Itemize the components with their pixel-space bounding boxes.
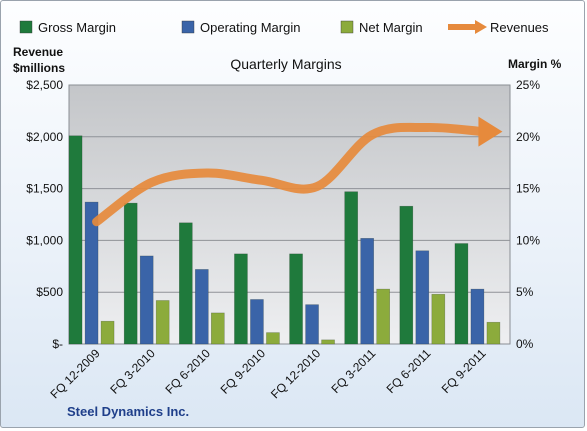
bar — [305, 304, 319, 345]
bar — [179, 222, 193, 345]
left-tick-label: $1,500 — [26, 182, 63, 196]
bar — [289, 253, 303, 345]
bar — [399, 205, 414, 345]
company-name: Steel Dynamics Inc. — [67, 404, 189, 419]
bar — [250, 299, 264, 345]
category-label: FQ 9-2011 — [439, 346, 489, 396]
bar — [376, 288, 390, 345]
bar — [470, 288, 485, 345]
left-tick-label: $2,500 — [26, 78, 63, 92]
category-label: FQ 6-2010 — [162, 346, 213, 397]
bar — [68, 135, 83, 345]
revenue-line — [92, 122, 487, 227]
bar — [195, 269, 209, 345]
left-axis-title-line-2: $millions — [13, 61, 65, 75]
bar — [431, 293, 446, 345]
right-tick-label: 10% — [516, 233, 540, 247]
legend-swatch — [19, 20, 33, 34]
revenue-arrowhead — [478, 116, 503, 147]
bar — [211, 312, 225, 345]
right-tick-label: 5% — [516, 285, 534, 299]
category-label: FQ 3-2011 — [328, 346, 378, 396]
bar — [234, 253, 248, 345]
left-axis-title-line-1: Revenue — [13, 45, 63, 59]
category-label: FQ 12-2009 — [47, 346, 102, 401]
bar — [454, 243, 469, 345]
left-tick-label: $- — [52, 337, 63, 351]
bar — [344, 191, 358, 345]
legend-label: Revenues — [490, 20, 549, 35]
right-tick-label: 0% — [516, 337, 534, 351]
right-tick-label: 20% — [516, 130, 540, 144]
bar — [321, 339, 335, 345]
legend-swatch — [181, 20, 195, 34]
legend-label: Net Margin — [359, 20, 423, 35]
left-tick-label: $1,000 — [26, 233, 63, 247]
bar — [139, 255, 154, 345]
right-tick-label: 15% — [516, 182, 540, 196]
category-label: FQ 9-2010 — [218, 346, 269, 397]
legend-line-arrow — [475, 20, 487, 34]
legend-label: Operating Margin — [200, 20, 300, 35]
right-tick-label: 25% — [516, 78, 540, 92]
bar — [84, 201, 99, 345]
bar — [100, 320, 115, 345]
left-tick-label: $500 — [36, 285, 63, 299]
legend-swatch — [340, 20, 354, 34]
legend-label: Gross Margin — [38, 20, 116, 35]
chart-title: Quarterly Margins — [230, 56, 341, 72]
right-axis-title: Margin % — [508, 57, 562, 71]
category-label: FQ 12-2010 — [268, 346, 323, 401]
bar — [266, 332, 280, 345]
left-tick-label: $2,000 — [26, 130, 63, 144]
bar — [155, 300, 170, 345]
bar — [486, 321, 501, 345]
category-label: FQ 6-2011 — [384, 346, 434, 396]
category-label: FQ 3-2010 — [107, 346, 158, 397]
bar — [360, 238, 374, 345]
bar — [415, 250, 430, 345]
bar — [123, 202, 138, 345]
